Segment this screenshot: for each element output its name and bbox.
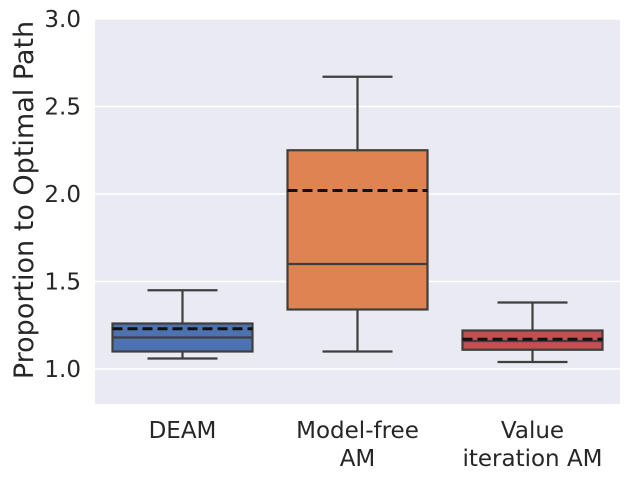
y-tick-labels: 1.0 1.5 2.0 2.5 3.0 [44,7,81,383]
box-2 [286,75,429,353]
y-tick-label: 2.0 [44,182,81,208]
iqr-box [286,149,429,311]
x-tick-label: Value iteration AM [462,418,602,472]
x-tick-label: DEAM [149,418,217,444]
box-1 [111,289,254,360]
y-axis-label: Proportion to Optimal Path [9,21,40,379]
box-3 [461,301,604,364]
box-group [111,75,604,364]
y-tick-label: 1.5 [44,270,81,296]
y-tick-label: 1.0 [44,357,81,383]
x-tick-labels: DEAM Model-free AM Value iteration AM [149,418,603,472]
y-tick-label: 2.5 [44,95,81,121]
y-tick-label: 3.0 [44,7,81,33]
x-tick-label: Model-free AM [296,418,419,472]
